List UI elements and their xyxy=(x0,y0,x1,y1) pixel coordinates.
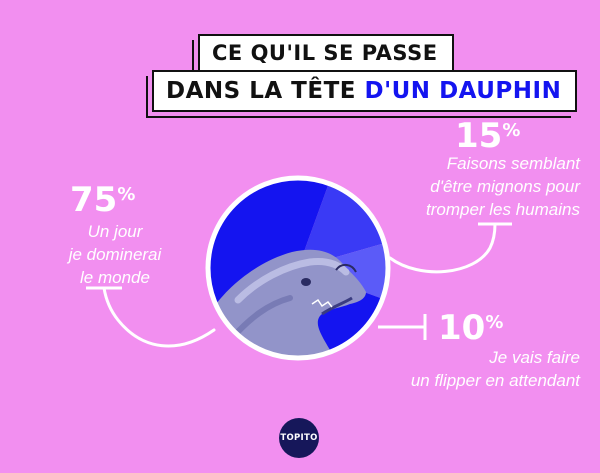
label-75: Un jour je dominerai le monde xyxy=(68,222,162,287)
pie-slice-15 xyxy=(298,185,383,268)
pct-10: 10% xyxy=(438,308,504,348)
pct-75: 75% xyxy=(70,180,136,220)
label-15: Faisons semblant d'être mignons pour tro… xyxy=(425,154,580,219)
pct-15: 15% xyxy=(455,116,521,156)
title-line-2: DANS LA TÊTE D'UN DAUPHIN xyxy=(152,70,578,112)
title-accent: D'UN DAUPHIN xyxy=(364,78,562,104)
title-line-1: CE QU'IL SE PASSE xyxy=(198,34,454,72)
pie-ring xyxy=(205,175,391,361)
label-10: Je vais faire un flipper en attendant xyxy=(410,348,580,390)
connector-15 xyxy=(388,222,497,274)
topito-logo: TOPITO xyxy=(279,418,319,458)
connector-75 xyxy=(102,286,216,348)
